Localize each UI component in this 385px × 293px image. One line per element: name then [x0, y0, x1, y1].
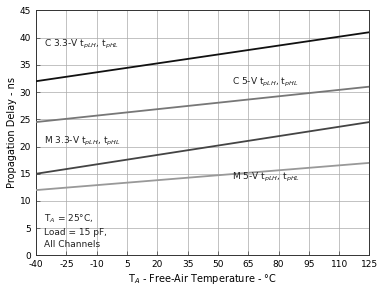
Text: M 5-V t$_{pLH}$, t$_{pHL}$: M 5-V t$_{pLH}$, t$_{pHL}$	[232, 171, 300, 183]
Y-axis label: Propagation Delay - ns: Propagation Delay - ns	[7, 77, 17, 188]
Text: C 5-V t$_{pLH}$, t$_{pHL}$: C 5-V t$_{pLH}$, t$_{pHL}$	[232, 76, 299, 89]
Text: M 3.3-V t$_{pLH}$, t$_{pHL}$: M 3.3-V t$_{pLH}$, t$_{pHL}$	[44, 134, 121, 148]
X-axis label: T$_A$ - Free-Air Temperature - °C: T$_A$ - Free-Air Temperature - °C	[128, 272, 277, 286]
Text: T$_A$ = 25°C,
Load = 15 pF,
All Channels: T$_A$ = 25°C, Load = 15 pF, All Channels	[44, 213, 107, 249]
Text: C 3.3-V t$_{pLH}$, t$_{pHL}$: C 3.3-V t$_{pLH}$, t$_{pHL}$	[44, 38, 119, 51]
